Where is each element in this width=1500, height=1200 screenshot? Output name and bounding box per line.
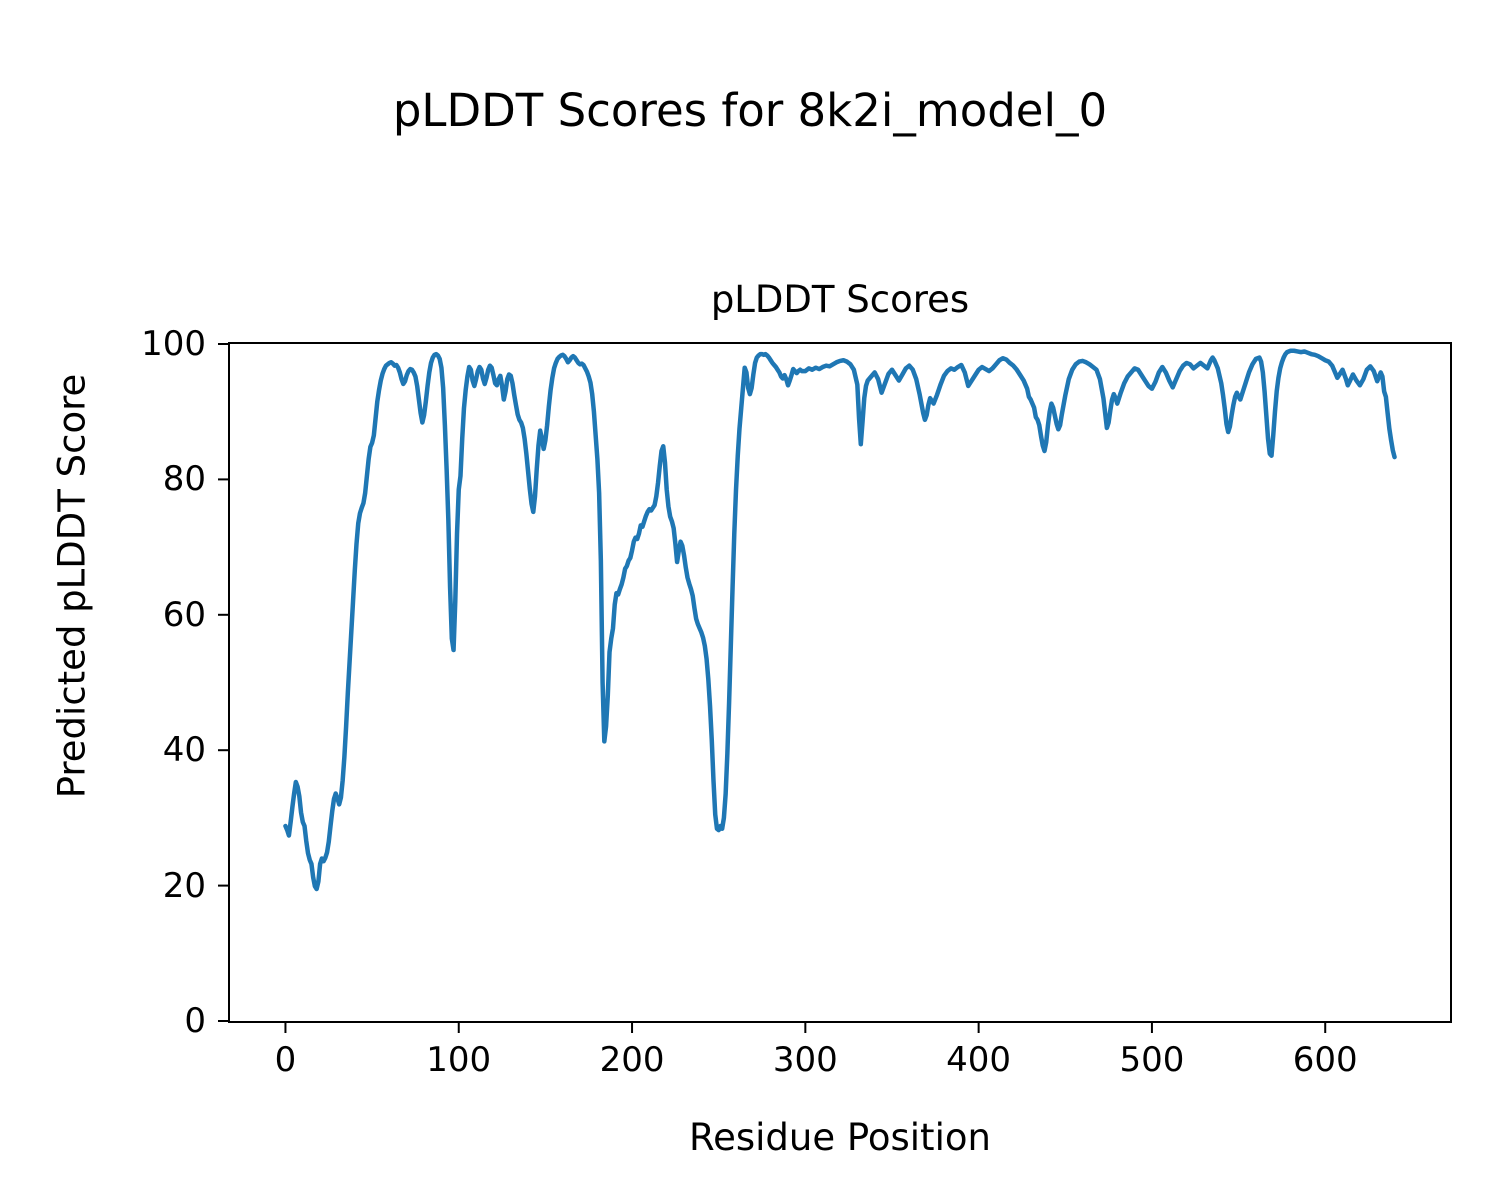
plot-area	[218, 342, 1452, 1033]
y-tick-label: 100	[141, 324, 206, 364]
plot-canvas	[218, 343, 1397, 1033]
axes-title: pLDDT Scores	[710, 278, 970, 321]
y-tick-label: 40	[162, 730, 206, 771]
x-tick-label: 0	[274, 1040, 297, 1080]
x-tick-label: 200	[599, 1040, 665, 1080]
x-tick-label: 300	[772, 1040, 838, 1080]
x-tick-label: 400	[946, 1040, 1012, 1080]
x-tick-label: 600	[1292, 1040, 1358, 1080]
figure-suptitle: pLDDT Scores for 8k2i_model_0	[392, 84, 1108, 137]
y-tick-label: 0	[184, 1001, 206, 1041]
plddt-line-series	[283, 348, 1397, 892]
x-tick-label: 100	[426, 1040, 492, 1080]
y-tick-label: 80	[162, 459, 206, 500]
x-tick-label: 500	[1119, 1040, 1185, 1080]
y-tick-label: 60	[162, 594, 206, 635]
y-axis-label: Predicted pLDDT Score	[50, 373, 94, 799]
axis-tick-marks	[218, 343, 1327, 1033]
x-axis-label: Residue Position	[689, 1116, 991, 1159]
y-tick-label: 20	[162, 865, 206, 906]
